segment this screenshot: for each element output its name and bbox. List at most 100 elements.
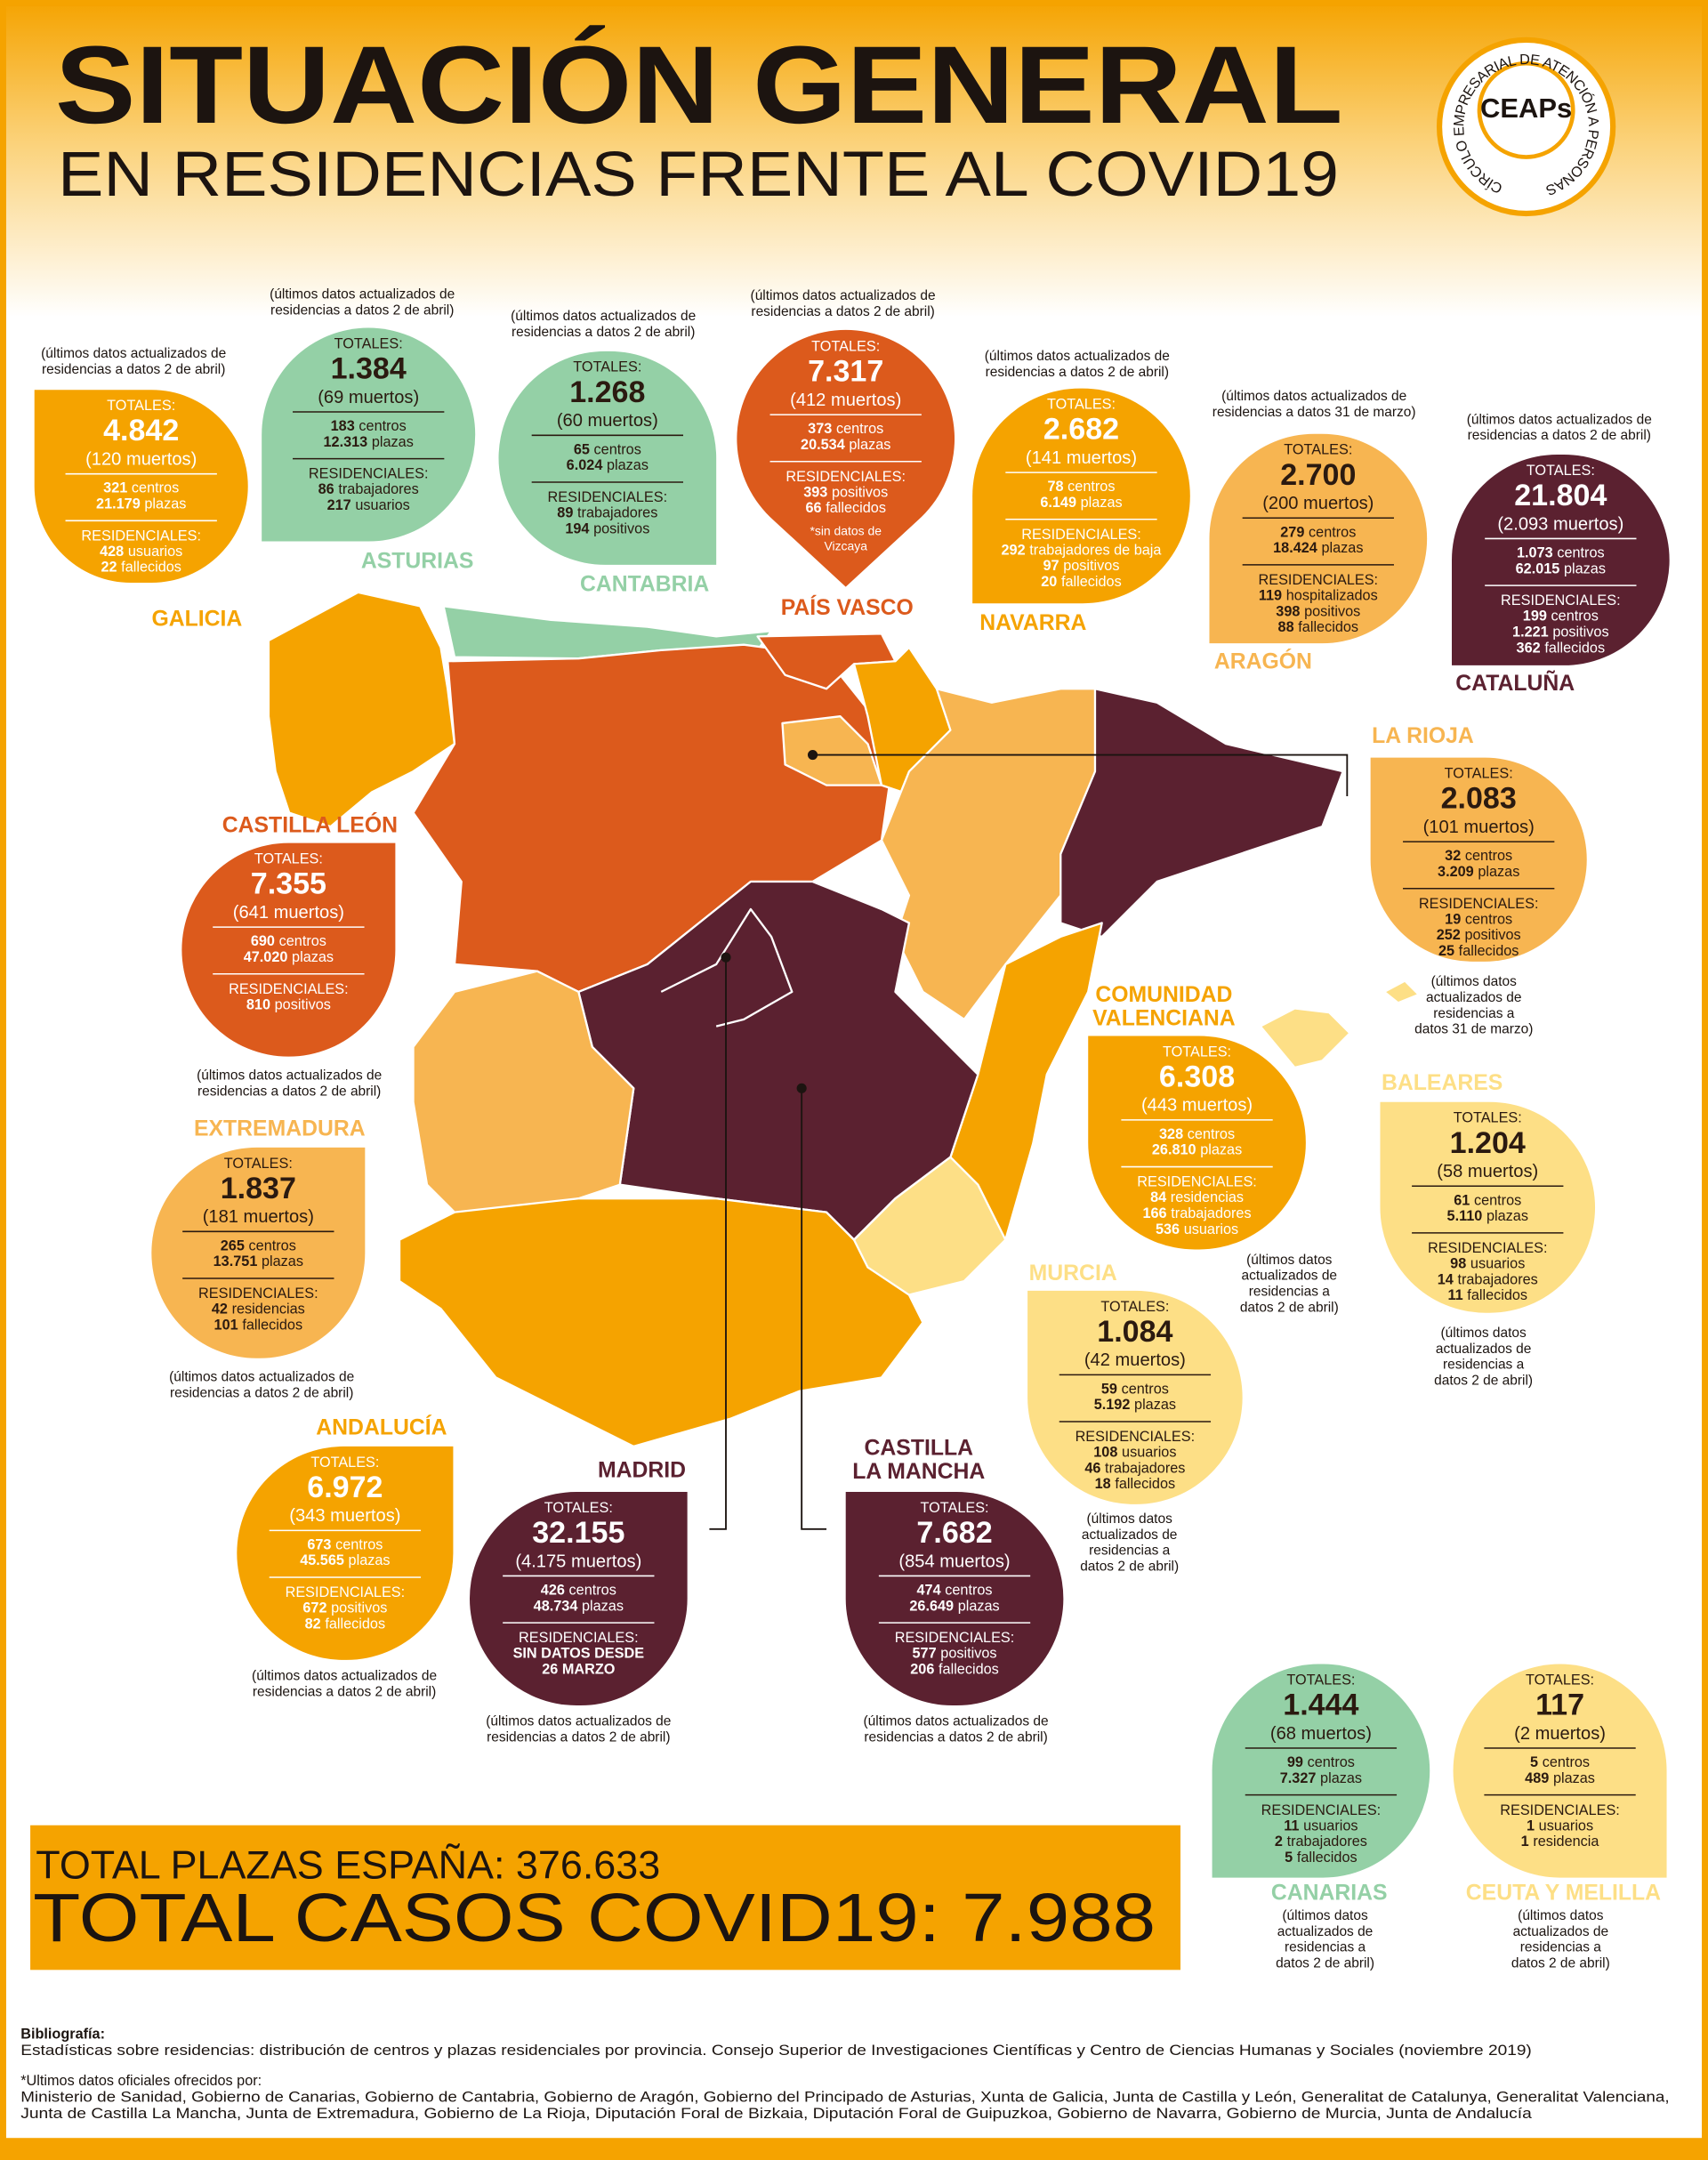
stat-number: 398: [1276, 604, 1300, 620]
stat-number: 48.734: [534, 1599, 578, 1615]
stat-line: 6.024 plazas: [567, 457, 649, 473]
stat-text: plazas: [349, 1552, 391, 1568]
update-note: datos 2 de abril): [1276, 1955, 1374, 1971]
stat-number: 279: [1280, 525, 1304, 541]
residences-label: RESIDENCIALES:: [1021, 527, 1141, 543]
map-murcia: [852, 1156, 1007, 1296]
stat-number: 26.810: [1152, 1142, 1196, 1158]
totals-label: TOTALES:: [1047, 397, 1116, 413]
residence-line: 42 residencias: [212, 1302, 305, 1318]
stat-text: fallecidos: [1467, 1287, 1527, 1303]
region-box: [1380, 1101, 1596, 1313]
stat-text: residencias: [1171, 1189, 1244, 1205]
leader-castilla-la-mancha: [801, 1088, 827, 1530]
stat-text: centros: [1188, 1126, 1235, 1142]
totals-label: TOTALES:: [1100, 1299, 1169, 1315]
stat-number: 5: [1530, 1754, 1538, 1770]
update-note: actualizados de: [1242, 1269, 1337, 1284]
deaths: (854 muertos): [898, 1551, 1010, 1571]
header-band: [0, 0, 1708, 318]
totals-label: TOTALES:: [334, 335, 403, 351]
region-panel: TOTALES:21.804(2.093 muertos)1.073 centro…: [1452, 412, 1670, 696]
deaths: (343 muertos): [289, 1506, 400, 1526]
stat-number: SIN DATOS DESDE: [513, 1646, 645, 1662]
residences-label: RESIDENCIALES:: [786, 469, 906, 485]
stat-text: usuarios: [355, 497, 409, 513]
stat-line: 373 centros: [808, 421, 883, 437]
update-note: residencias a datos 2 de abril): [986, 365, 1169, 380]
stat-line: 321 centros: [103, 480, 179, 496]
spain-map: [267, 591, 1420, 1448]
stat-number: 393: [803, 485, 827, 501]
stat-text: fallecidos: [1459, 943, 1519, 959]
stat-number: 489: [1525, 1770, 1549, 1786]
residences-label: RESIDENCIALES:: [895, 1630, 1015, 1646]
stat-number: 42: [212, 1302, 228, 1318]
stat-text: plazas: [1564, 561, 1606, 577]
residences-label: RESIDENCIALES:: [1259, 572, 1379, 588]
residences-label: RESIDENCIALES:: [1501, 592, 1621, 609]
stat-text: plazas: [1134, 1398, 1176, 1414]
stat-number: 810: [246, 997, 270, 1013]
total-value: 4.842: [103, 414, 179, 447]
stat-number: 21.179: [96, 496, 141, 512]
residence-line: 393 positivos: [803, 485, 888, 501]
update-note: residencias a: [1249, 1285, 1331, 1300]
residence-line: 14 trabajadores: [1438, 1272, 1538, 1288]
update-note: residencias a datos 2 de abril): [751, 304, 934, 319]
residence-line: 577 positivos: [913, 1646, 997, 1662]
total-value: 2.083: [1441, 782, 1517, 816]
region-box: [1452, 454, 1670, 665]
stat-line: 673 centros: [307, 1537, 383, 1553]
stat-number: 78: [1047, 479, 1063, 495]
update-note: (últimos datos: [1246, 1253, 1333, 1268]
stat-line: 13.751 plazas: [214, 1253, 303, 1269]
stat-number: 19: [1445, 912, 1461, 928]
update-note: (últimos datos actualizados de: [985, 349, 1170, 364]
update-note: residencias a: [1520, 1940, 1602, 1955]
stat-line: 20.534 plazas: [801, 437, 890, 453]
stat-text: positivos: [593, 521, 649, 537]
totals-label: TOTALES:: [254, 851, 323, 867]
stat-number: 474: [916, 1583, 940, 1599]
stat-line: 26.810 plazas: [1152, 1142, 1242, 1158]
update-note: actualizados de: [1513, 1924, 1608, 1939]
residence-line: 398 positivos: [1276, 604, 1360, 620]
stat-number: 14: [1438, 1272, 1454, 1288]
residence-line: 46 trabajadores: [1084, 1461, 1185, 1477]
update-note: datos 2 de abril): [1240, 1300, 1339, 1315]
deaths: (412 muertos): [790, 391, 901, 410]
stat-line: 61 centros: [1454, 1193, 1521, 1209]
stat-text: usuarios: [1122, 1445, 1176, 1461]
stat-text: centros: [279, 933, 326, 949]
stat-number: 1.073: [1517, 545, 1553, 561]
stat-text: fallecidos: [1298, 619, 1358, 635]
stat-number: 166: [1142, 1205, 1166, 1221]
stat-number: 26 MARZO: [542, 1662, 615, 1678]
total-value: 1.204: [1450, 1126, 1526, 1160]
update-note: datos 2 de abril): [1434, 1373, 1533, 1388]
stat-text: positivos: [832, 485, 888, 501]
stat-number: 99: [1287, 1754, 1303, 1770]
stat-text: positivos: [1304, 604, 1360, 620]
stat-number: 20.534: [801, 437, 845, 453]
residences-label: RESIDENCIALES:: [309, 466, 429, 482]
stat-text: fallecidos: [939, 1662, 999, 1678]
stat-line: 5.192 plazas: [1094, 1398, 1176, 1414]
stat-line: 7.327 plazas: [1280, 1770, 1362, 1786]
region-name: PAÍS VASCO: [781, 595, 914, 620]
region-panel: TOTALES:2.700 (200 muertos) 279 centros18.4…: [1209, 389, 1428, 673]
deaths: (58 muertos): [1437, 1162, 1538, 1181]
total-value: 7.682: [916, 1516, 992, 1550]
stat-number: 46: [1084, 1461, 1100, 1477]
stat-number: 5.192: [1094, 1398, 1131, 1414]
update-note: datos 2 de abril): [1511, 1955, 1610, 1971]
stat-text: centros: [1309, 525, 1356, 541]
stat-number: 13.751: [214, 1253, 258, 1269]
residence-line: 101 fallecidos: [214, 1318, 303, 1334]
stat-number: 5: [1285, 1850, 1293, 1866]
stat-number: 373: [808, 421, 832, 437]
stat-text: fallecidos: [1115, 1477, 1175, 1493]
residence-line: 1 residencia: [1521, 1834, 1600, 1850]
